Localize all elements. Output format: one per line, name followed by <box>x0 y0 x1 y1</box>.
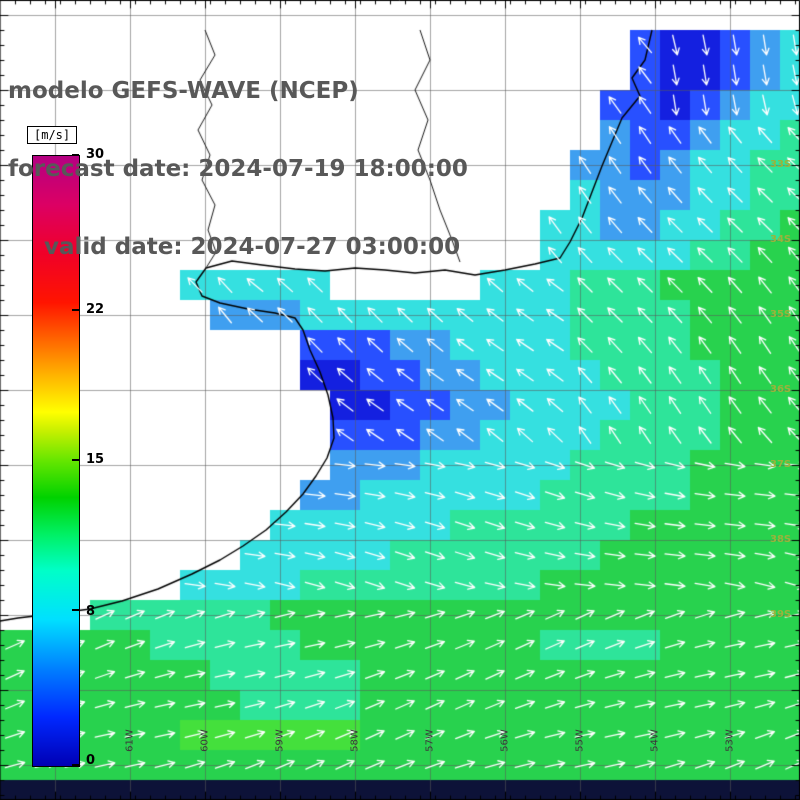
colorbar-tick-15: 15 <box>86 452 105 467</box>
longitude-label: 54W <box>649 729 661 752</box>
longitude-label: 61W <box>124 729 136 752</box>
longitude-label: 56W <box>499 729 511 752</box>
longitude-label: 57W <box>424 729 436 752</box>
latitude-label: 38S <box>770 534 792 545</box>
colorbar-tickmark <box>72 609 79 612</box>
latitude-label: 36S <box>770 384 792 395</box>
longitude-label: 55W <box>574 729 586 752</box>
colorbar-tickmark <box>72 764 79 766</box>
longitude-label: 59W <box>274 729 286 752</box>
colorbar <box>32 155 80 767</box>
model-title: modelo GEFS-WAVE (NCEP) <box>8 78 359 104</box>
longitude-label: 53W <box>724 729 736 752</box>
colorbar-tick-8: 8 <box>86 604 96 619</box>
map-header: modelo GEFS-WAVE (NCEP) forecast date: 2… <box>8 26 468 312</box>
forecast-date: forecast date: 2024-07-19 18:00:00 <box>8 156 468 182</box>
latitude-label: 39S <box>770 609 792 620</box>
longitude-label: 60W <box>199 729 211 752</box>
colorbar-unit-label: [m/s] <box>27 126 78 144</box>
colorbar-tickmark <box>72 154 79 156</box>
valid-date: valid date: 2024-07-27 03:00:00 <box>44 234 461 260</box>
longitude-label: 58W <box>349 729 361 752</box>
colorbar-tickmark <box>72 459 79 461</box>
colorbar-tick-30: 30 <box>86 147 105 162</box>
latitude-label: 37S <box>770 459 792 470</box>
colorbar-tickmark <box>72 308 79 311</box>
latitude-label: 35S <box>770 309 792 320</box>
latitude-label: 33S <box>770 159 792 170</box>
latitude-label: 34S <box>770 234 792 245</box>
colorbar-tick-0: 0 <box>86 753 96 768</box>
colorbar-tick-22: 22 <box>86 302 105 317</box>
